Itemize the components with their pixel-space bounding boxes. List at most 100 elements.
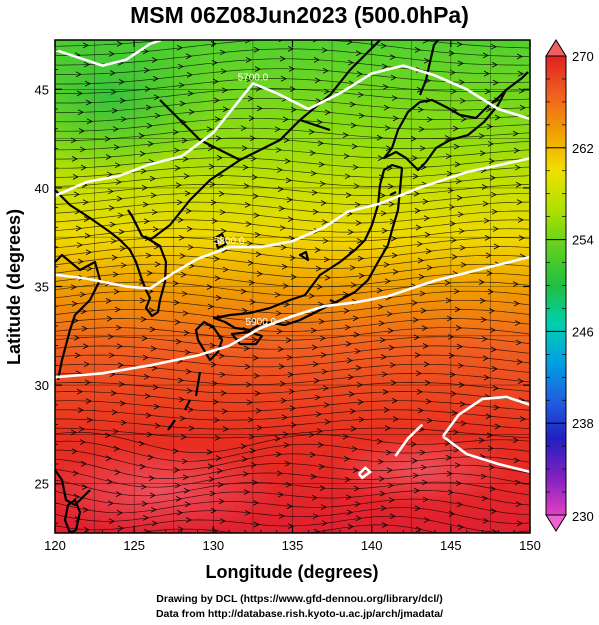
streamline-arrow	[104, 135, 111, 142]
streamline-arrow	[358, 272, 365, 279]
streamline-arrow	[494, 114, 501, 121]
streamline-arrow	[177, 526, 184, 532]
colorbar-top-arrow	[545, 39, 567, 57]
streamline-arrow	[392, 269, 399, 275]
streamline-arrow	[355, 515, 362, 522]
streamline-arrow	[357, 91, 364, 98]
streamline-arrow	[183, 487, 190, 494]
streamline-arrow	[353, 331, 360, 338]
streamline-arrow	[247, 260, 254, 266]
streamline-arrow	[487, 445, 494, 452]
streamline-arrow	[253, 46, 260, 53]
map-title: MSM 06Z08Jun2023 (500.0hPa)	[130, 2, 469, 28]
streamline-arrow	[118, 229, 125, 235]
streamline-arrow	[490, 508, 497, 515]
colorbar-tick-label: 262	[572, 141, 594, 156]
streamline	[55, 449, 530, 471]
streamline-arrow	[85, 249, 92, 256]
streamline-arrow	[447, 334, 454, 340]
streamline-arrow	[453, 143, 460, 150]
streamline-arrow	[350, 425, 357, 432]
streamline-arrow	[277, 491, 284, 498]
streamline-arrow	[313, 56, 320, 63]
streamline-arrow	[285, 337, 292, 344]
streamline-arrow	[351, 143, 358, 150]
streamline-arrow	[343, 455, 350, 462]
streamline-arrow	[151, 520, 158, 527]
streamline-arrow	[114, 162, 121, 169]
streamline-arrow	[316, 428, 323, 434]
streamline-arrow	[242, 164, 249, 171]
streamline-arrow	[384, 125, 391, 131]
streamline-arrow	[482, 517, 489, 524]
streamline-arrow	[255, 251, 262, 258]
streamline-arrow	[151, 365, 158, 371]
streamline-arrow	[517, 378, 524, 385]
streamline-arrow	[344, 324, 351, 331]
streamline-arrow	[120, 116, 127, 123]
streamline-arrow	[281, 263, 288, 270]
streamline-arrow	[144, 393, 151, 400]
streamline-arrow	[451, 410, 458, 416]
streamline-arrow	[342, 433, 349, 440]
streamline-arrow	[493, 97, 500, 104]
streamline-arrow	[354, 348, 361, 355]
streamline-arrow	[209, 342, 216, 349]
contour-label: 5800.0	[214, 236, 245, 247]
streamline-arrow	[81, 484, 88, 490]
streamline-arrow	[178, 234, 185, 241]
streamline-arrow	[112, 428, 119, 435]
streamline-arrow	[387, 327, 394, 334]
streamline-arrow	[106, 315, 113, 322]
streamline-arrow	[379, 192, 386, 199]
streamline-arrow	[352, 467, 359, 473]
coastline-korea	[109, 209, 168, 318]
streamline-arrow	[355, 365, 362, 371]
streamline-arrow	[356, 381, 363, 388]
streamline-arrow	[347, 374, 354, 381]
streamline	[55, 108, 530, 123]
streamline-arrow	[317, 140, 324, 147]
streamline	[55, 184, 530, 196]
streamline-arrow	[318, 318, 325, 325]
streamline-arrow	[287, 371, 294, 378]
streamline-arrow	[71, 155, 78, 162]
streamline-arrow	[346, 357, 353, 364]
streamline-arrow	[219, 31, 224, 36]
streamline-arrow	[142, 48, 149, 55]
streamline-arrow	[82, 506, 89, 513]
streamline-arrow	[415, 370, 422, 377]
streamline-arrow	[452, 429, 459, 436]
streamline-arrow	[517, 70, 524, 77]
streamline-arrow	[315, 265, 322, 272]
streamline	[55, 490, 530, 506]
streamline-arrow	[486, 270, 493, 277]
streamline-arrow	[207, 145, 214, 152]
streamline-arrow	[489, 485, 496, 492]
streamline-arrow	[217, 481, 224, 488]
streamline-arrow	[320, 352, 327, 358]
streamline-arrow	[244, 363, 251, 370]
wind-streamlines	[55, 31, 530, 533]
streamline-arrow	[312, 209, 319, 215]
streamline-arrow	[152, 75, 159, 82]
streamline-arrow	[85, 398, 92, 404]
streamline-arrow	[117, 212, 124, 219]
streamline-arrow	[492, 226, 499, 232]
streamline-arrow	[154, 261, 161, 268]
streamline-arrow	[280, 244, 287, 251]
streamline-arrow	[379, 337, 386, 343]
streamline-arrow	[313, 377, 320, 384]
streamline-arrow	[77, 258, 84, 265]
streamline-arrow	[83, 526, 90, 533]
streamline-arrow	[318, 161, 325, 168]
streamline-arrow	[241, 456, 248, 463]
streamline-arrow	[345, 341, 352, 347]
coastline-kurils	[505, 71, 529, 91]
streamline-arrow	[105, 154, 112, 160]
streamline-arrow	[420, 464, 427, 471]
streamline-arrow	[414, 505, 421, 512]
streamline-arrow	[186, 387, 193, 394]
streamline-arrow	[153, 403, 160, 410]
colorbar-ticks: 230 238 246 254 262 270	[546, 49, 594, 524]
